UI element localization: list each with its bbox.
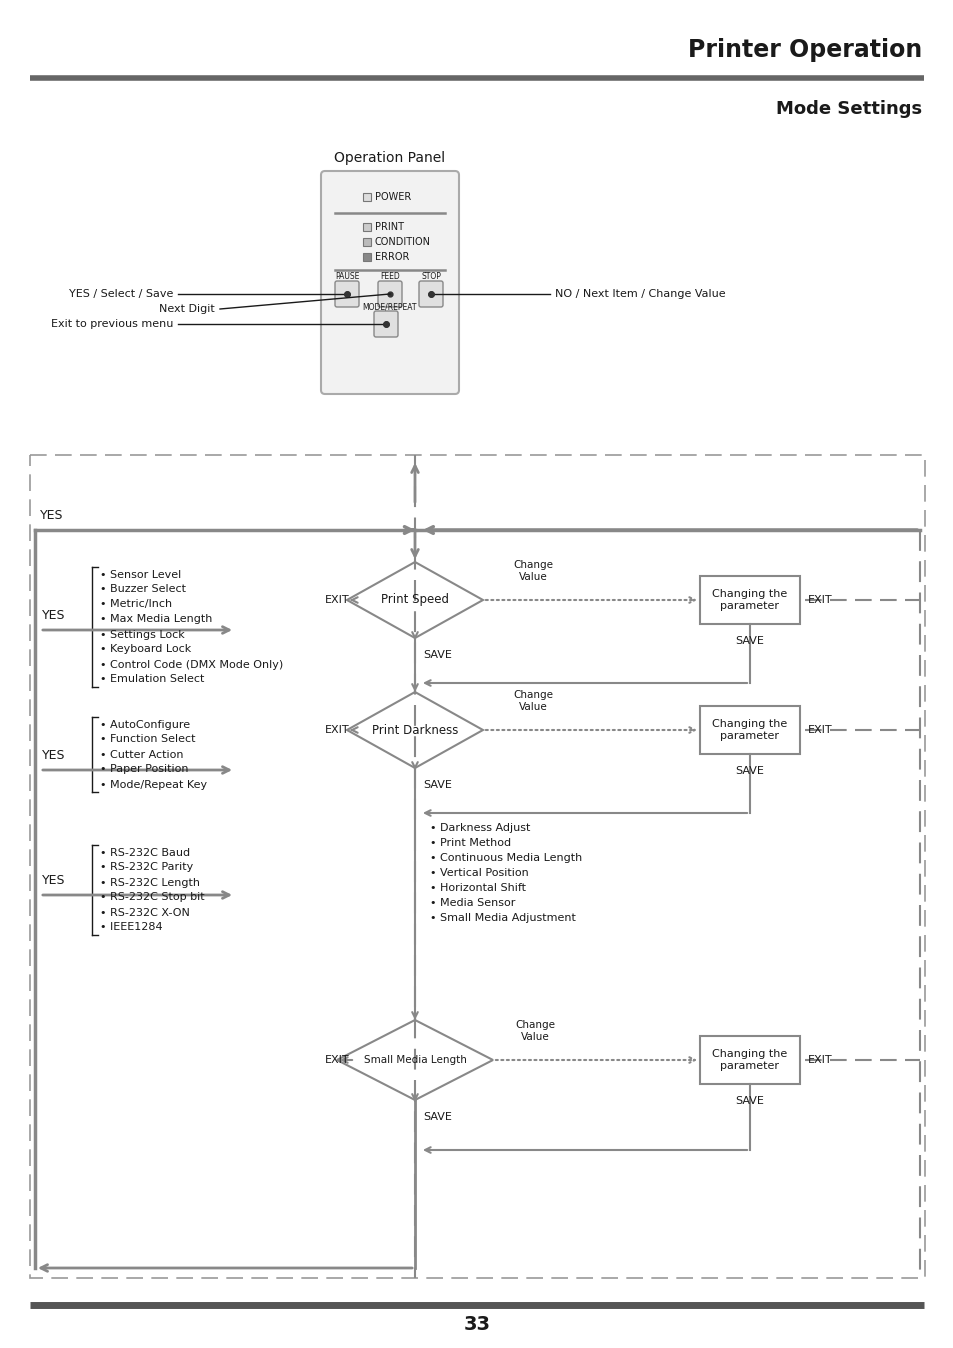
Bar (700, 1037, 800, 1084)
Text: • IEEE1284: • IEEE1284 (100, 922, 162, 933)
Text: • Keyboard Lock: • Keyboard Lock (100, 644, 191, 655)
Text: STOP: STOP (420, 272, 440, 280)
Text: 33: 33 (463, 1316, 490, 1335)
Text: EXIT: EXIT (325, 594, 350, 605)
Bar (700, 706, 800, 754)
Text: • RS-232C Parity: • RS-232C Parity (100, 863, 193, 872)
Text: FEED: FEED (379, 272, 399, 280)
Text: • Paper Position: • Paper Position (100, 764, 189, 775)
Bar (700, 576, 800, 624)
Text: • Media Sensor: • Media Sensor (430, 898, 515, 909)
FancyBboxPatch shape (335, 280, 358, 307)
Text: • Small Media Adjustment: • Small Media Adjustment (430, 913, 576, 923)
Text: NO / Next Item / Change Value: NO / Next Item / Change Value (555, 288, 725, 299)
Text: Exit to previous menu: Exit to previous menu (51, 319, 172, 329)
Text: • Mode/Repeat Key: • Mode/Repeat Key (100, 779, 207, 790)
Text: SAVE: SAVE (422, 1112, 452, 1122)
Bar (363, 239, 371, 245)
Text: EXIT: EXIT (325, 725, 350, 735)
Text: • RS-232C X-ON: • RS-232C X-ON (100, 907, 190, 918)
Text: MODE/REPEAT: MODE/REPEAT (362, 302, 416, 311)
Text: • Control Code (DMX Mode Only): • Control Code (DMX Mode Only) (100, 659, 283, 670)
Text: SAVE: SAVE (735, 766, 763, 776)
Text: Change
Value: Change Value (513, 561, 553, 582)
FancyBboxPatch shape (377, 280, 401, 307)
Text: • Darkness Adjust: • Darkness Adjust (430, 824, 530, 833)
Text: Changing the
parameter: Changing the parameter (712, 589, 787, 611)
Text: • AutoConfigure: • AutoConfigure (100, 720, 190, 729)
Text: PAUSE: PAUSE (335, 272, 359, 280)
Text: • Cutter Action: • Cutter Action (100, 749, 183, 759)
Text: • Function Select: • Function Select (100, 735, 195, 744)
Bar (363, 222, 371, 231)
Bar (30, 456, 924, 1278)
Text: Print Darkness: Print Darkness (372, 724, 457, 736)
Text: Changing the
parameter: Changing the parameter (712, 720, 787, 741)
Text: Next Digit: Next Digit (159, 305, 214, 314)
Text: Mode Settings: Mode Settings (775, 100, 921, 119)
Text: YES / Select / Save: YES / Select / Save (69, 288, 172, 299)
Text: CONDITION: CONDITION (375, 237, 431, 247)
Bar (363, 253, 371, 262)
Text: Print Speed: Print Speed (380, 593, 449, 607)
Text: YES: YES (42, 609, 66, 621)
Text: EXIT: EXIT (325, 1055, 350, 1065)
FancyBboxPatch shape (320, 171, 458, 394)
Text: • Metric/Inch: • Metric/Inch (100, 600, 172, 609)
Text: Change
Value: Change Value (515, 1020, 555, 1042)
Text: • Print Method: • Print Method (430, 838, 511, 848)
Text: PRINT: PRINT (375, 222, 403, 232)
Text: Change
Value: Change Value (513, 690, 553, 712)
FancyBboxPatch shape (374, 311, 397, 337)
Text: • Buzzer Select: • Buzzer Select (100, 585, 186, 594)
Text: YES: YES (40, 510, 64, 522)
Text: EXIT: EXIT (807, 594, 832, 605)
Text: Changing the
parameter: Changing the parameter (712, 1049, 787, 1070)
Text: • Continuous Media Length: • Continuous Media Length (430, 853, 581, 863)
Text: EXIT: EXIT (807, 1055, 832, 1065)
Text: • Emulation Select: • Emulation Select (100, 674, 204, 685)
Text: Operation Panel: Operation Panel (335, 151, 445, 164)
Text: SAVE: SAVE (422, 650, 452, 661)
Text: • RS-232C Baud: • RS-232C Baud (100, 848, 190, 857)
Text: • RS-232C Length: • RS-232C Length (100, 878, 200, 887)
Text: EXIT: EXIT (807, 725, 832, 735)
Text: SAVE: SAVE (422, 780, 452, 790)
Text: • Horizontal Shift: • Horizontal Shift (430, 883, 525, 892)
Text: • RS-232C Stop bit: • RS-232C Stop bit (100, 892, 204, 903)
Text: ERROR: ERROR (375, 252, 409, 262)
Text: Printer Operation: Printer Operation (687, 38, 921, 62)
Text: Small Media Length: Small Media Length (363, 1055, 466, 1065)
Bar (363, 193, 371, 201)
Text: SAVE: SAVE (735, 1096, 763, 1105)
Text: YES: YES (42, 749, 66, 762)
Text: • Sensor Level: • Sensor Level (100, 569, 181, 580)
Text: • Vertical Position: • Vertical Position (430, 868, 528, 878)
Text: POWER: POWER (375, 191, 411, 202)
FancyBboxPatch shape (418, 280, 442, 307)
Text: SAVE: SAVE (735, 636, 763, 646)
Text: • Settings Lock: • Settings Lock (100, 630, 185, 639)
Text: • Max Media Length: • Max Media Length (100, 615, 213, 624)
Text: YES: YES (42, 874, 66, 887)
